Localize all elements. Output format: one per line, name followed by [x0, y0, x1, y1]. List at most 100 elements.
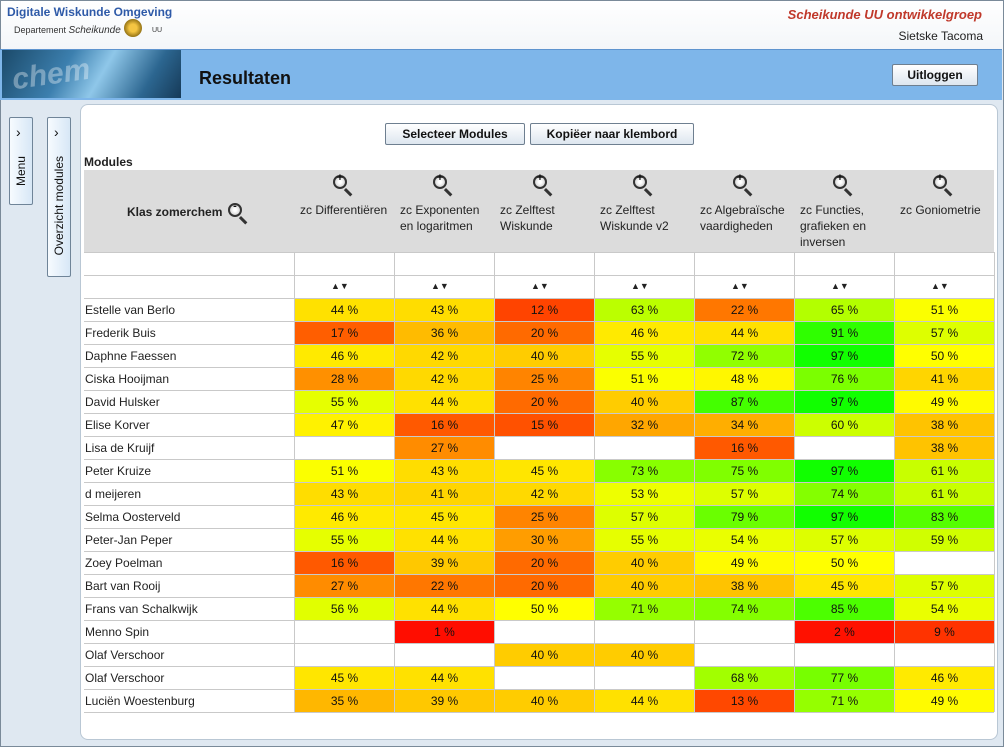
score-cell[interactable]: 43 % [395, 299, 494, 321]
score-cell[interactable]: 54 % [895, 598, 994, 620]
score-cell[interactable]: 34 % [695, 414, 794, 436]
student-name[interactable]: Elise Korver [85, 418, 150, 432]
score-cell[interactable]: 25 % [495, 368, 594, 390]
score-cell[interactable]: 76 % [795, 368, 894, 390]
sort-arrows-icon[interactable]: ▲▼ [731, 281, 749, 291]
score-cell[interactable]: 46 % [295, 345, 394, 367]
score-cell[interactable]: 35 % [295, 690, 394, 712]
score-cell[interactable]: 73 % [595, 460, 694, 482]
score-cell[interactable]: 79 % [695, 506, 794, 528]
student-name[interactable]: Olaf Verschoor [85, 671, 165, 685]
score-cell[interactable]: 16 % [395, 414, 494, 436]
score-cell[interactable]: 42 % [495, 483, 594, 505]
score-cell[interactable]: 63 % [595, 299, 694, 321]
score-cell[interactable]: 53 % [595, 483, 694, 505]
score-cell[interactable]: 51 % [895, 299, 994, 321]
score-cell[interactable]: 49 % [895, 690, 994, 712]
score-cell[interactable]: 74 % [695, 598, 794, 620]
score-cell[interactable]: 36 % [395, 322, 494, 344]
score-cell[interactable]: 65 % [795, 299, 894, 321]
zoom-in-icon[interactable]: + [933, 172, 947, 189]
student-name[interactable]: Menno Spin [85, 625, 150, 639]
score-cell[interactable]: 71 % [595, 598, 694, 620]
score-cell[interactable]: 38 % [695, 575, 794, 597]
menu-tab[interactable]: › Menu [9, 117, 33, 205]
score-cell[interactable]: 41 % [895, 368, 994, 390]
score-cell[interactable]: 59 % [895, 529, 994, 551]
score-cell[interactable]: 50 % [495, 598, 594, 620]
score-cell[interactable]: 60 % [795, 414, 894, 436]
sort-arrows-icon[interactable]: ▲▼ [331, 281, 349, 291]
score-cell[interactable]: 44 % [595, 690, 694, 712]
select-modules-button[interactable]: Selecteer Modules [385, 123, 525, 145]
score-cell[interactable]: 20 % [495, 575, 594, 597]
score-cell[interactable]: 42 % [395, 345, 494, 367]
score-cell[interactable]: 40 % [495, 345, 594, 367]
zoom-in-icon[interactable]: + [333, 172, 347, 189]
score-cell[interactable]: 57 % [895, 575, 994, 597]
score-cell[interactable]: 40 % [595, 552, 694, 574]
score-cell[interactable]: 43 % [295, 483, 394, 505]
score-cell[interactable]: 38 % [895, 437, 994, 459]
score-cell[interactable]: 9 % [895, 621, 994, 643]
score-cell[interactable]: 25 % [495, 506, 594, 528]
score-cell[interactable]: 28 % [295, 368, 394, 390]
score-cell[interactable]: 72 % [695, 345, 794, 367]
student-name[interactable]: Peter Kruize [85, 464, 152, 478]
score-cell[interactable]: 57 % [595, 506, 694, 528]
score-cell[interactable]: 22 % [695, 299, 794, 321]
score-cell[interactable]: 49 % [895, 391, 994, 413]
score-cell[interactable]: 61 % [895, 460, 994, 482]
sort-arrows-icon[interactable]: ▲▼ [931, 281, 949, 291]
score-cell[interactable]: 57 % [895, 322, 994, 344]
score-cell[interactable]: 30 % [495, 529, 594, 551]
score-cell[interactable]: 12 % [495, 299, 594, 321]
sort-arrows-icon[interactable]: ▲▼ [631, 281, 649, 291]
zoom-in-icon[interactable]: + [833, 172, 847, 189]
sort-arrows-icon[interactable]: ▲▼ [431, 281, 449, 291]
score-cell[interactable]: 68 % [695, 667, 794, 689]
score-cell[interactable]: 45 % [795, 575, 894, 597]
score-cell[interactable]: 13 % [695, 690, 794, 712]
score-cell[interactable]: 40 % [595, 391, 694, 413]
student-name[interactable]: Frederik Buis [85, 326, 156, 340]
score-cell[interactable]: 50 % [895, 345, 994, 367]
score-cell[interactable]: 40 % [595, 644, 694, 666]
score-cell[interactable]: 61 % [895, 483, 994, 505]
score-cell[interactable]: 55 % [595, 529, 694, 551]
score-cell[interactable]: 85 % [795, 598, 894, 620]
score-cell[interactable]: 57 % [795, 529, 894, 551]
score-cell[interactable]: 45 % [395, 506, 494, 528]
score-cell[interactable]: 50 % [795, 552, 894, 574]
sort-arrows-icon[interactable]: ▲▼ [531, 281, 549, 291]
score-cell[interactable]: 15 % [495, 414, 594, 436]
score-cell[interactable]: 46 % [595, 322, 694, 344]
sort-arrows-icon[interactable]: ▲▼ [831, 281, 849, 291]
score-cell[interactable]: 16 % [295, 552, 394, 574]
score-cell[interactable]: 97 % [795, 345, 894, 367]
score-cell[interactable]: 46 % [895, 667, 994, 689]
score-cell[interactable]: 45 % [295, 667, 394, 689]
score-cell[interactable]: 44 % [395, 391, 494, 413]
score-cell[interactable]: 44 % [395, 667, 494, 689]
score-cell[interactable]: 55 % [595, 345, 694, 367]
score-cell[interactable]: 43 % [395, 460, 494, 482]
student-name[interactable]: Frans van Schalkwijk [85, 602, 198, 616]
student-name[interactable]: Estelle van Berlo [85, 303, 176, 317]
zoom-in-icon[interactable]: + [733, 172, 747, 189]
student-name[interactable]: Ciska Hooijman [85, 372, 170, 386]
score-cell[interactable]: 2 % [795, 621, 894, 643]
score-cell[interactable]: 44 % [695, 322, 794, 344]
score-cell[interactable]: 1 % [395, 621, 494, 643]
score-cell[interactable]: 22 % [395, 575, 494, 597]
score-cell[interactable]: 56 % [295, 598, 394, 620]
score-cell[interactable]: 91 % [795, 322, 894, 344]
score-cell[interactable]: 27 % [395, 437, 494, 459]
score-cell[interactable]: 97 % [795, 391, 894, 413]
score-cell[interactable]: 44 % [395, 529, 494, 551]
score-cell[interactable]: 51 % [595, 368, 694, 390]
score-cell[interactable]: 39 % [395, 690, 494, 712]
score-cell[interactable]: 42 % [395, 368, 494, 390]
score-cell[interactable]: 17 % [295, 322, 394, 344]
score-cell[interactable]: 55 % [295, 391, 394, 413]
